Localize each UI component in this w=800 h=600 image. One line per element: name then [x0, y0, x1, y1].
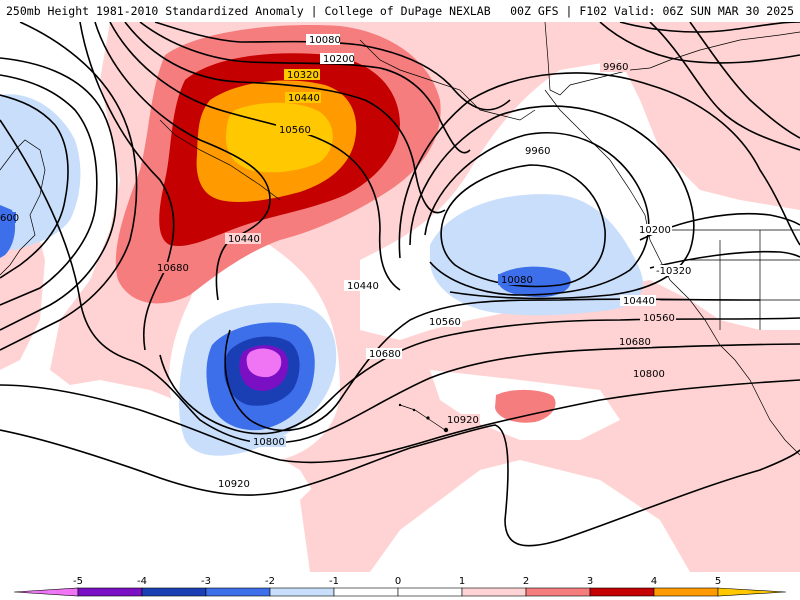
legend-tick-label: -4	[137, 576, 147, 587]
legend-tick-label: 0	[395, 576, 401, 587]
contour-label: 600	[0, 213, 19, 224]
legend-tick-label: 2	[523, 576, 529, 587]
legend-swatch-p2	[525, 587, 591, 597]
legend-tick-label: 4	[651, 576, 657, 587]
contour-label: 10200	[639, 225, 671, 236]
contour-label: 10320	[287, 70, 319, 81]
contour-label: 10800	[633, 369, 665, 380]
legend-swatch-zero-pos	[397, 587, 463, 597]
legend-swatch-p1	[461, 587, 527, 597]
contour-label: 10560	[279, 125, 311, 136]
legend-swatch-p4	[653, 587, 719, 597]
legend-swatch-zero-neg	[333, 587, 399, 597]
contour-label: 10440	[347, 281, 379, 292]
legend-tick-label: -3	[201, 576, 211, 587]
color-legend: -5 -4 -3 -2 -1 0 1 2 3 4 5	[0, 572, 800, 600]
legend-tick-label: -5	[73, 576, 83, 587]
anomaly-map: 10080 10200 10320 10440 10560 10440 1068…	[0, 22, 800, 572]
contour-label: 10920	[218, 479, 250, 490]
contour-label: 10680	[157, 263, 189, 274]
legend-tick-label: -1	[329, 576, 339, 587]
legend-tick-label: -2	[265, 576, 275, 587]
contour-label: 9960	[603, 62, 628, 73]
contour-label: 9960	[525, 146, 550, 157]
legend-tick-label: 1	[459, 576, 465, 587]
contour-label: 10920	[447, 415, 479, 426]
contour-label: 10560	[643, 313, 675, 324]
contour-label: 10440	[228, 234, 260, 245]
contour-label: 10440	[288, 93, 320, 104]
contour-label: 10680	[369, 349, 401, 360]
map-title: 250mb Height 1981-2010 Standardized Anom…	[6, 4, 491, 18]
contour-label: 10080	[501, 275, 533, 286]
contour-label: 10440	[623, 296, 655, 307]
legend-tick-label: 5	[715, 576, 721, 587]
header: 250mb Height 1981-2010 Standardized Anom…	[0, 0, 800, 22]
contour-label: 10560	[429, 317, 461, 328]
hawaii-islands	[398, 403, 449, 433]
contour-label: -10320	[656, 266, 691, 277]
legend-swatch-m3	[141, 587, 207, 597]
legend-tick-label: 3	[587, 576, 593, 587]
legend-swatch-m2	[205, 587, 271, 597]
contour-label: 10800	[253, 437, 285, 448]
legend-swatch-p3	[589, 587, 655, 597]
positive-anomaly-core	[115, 25, 441, 304]
contour-label: 10200	[323, 54, 355, 65]
legend-swatch-m4	[77, 587, 143, 597]
legend-swatch-m1	[269, 587, 335, 597]
contour-labels: 10080 10200 10320 10440 10560 10440 1068…	[0, 34, 694, 490]
contour-label: 10080	[309, 35, 341, 46]
legend-arrow-right	[717, 587, 787, 597]
contour-label: 10680	[619, 337, 651, 348]
legend-arrow-left	[13, 587, 79, 597]
anomaly-fill-plus2-hawaii	[495, 389, 556, 423]
model-run-info: 00Z GFS | F102 Valid: 06Z SUN MAR 30 202…	[510, 4, 794, 18]
negative-anomaly-cutoff-low	[178, 303, 337, 456]
